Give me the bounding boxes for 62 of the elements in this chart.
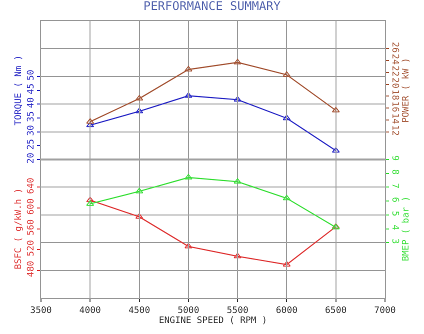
y2-tick-label: 22 <box>390 66 400 77</box>
point <box>135 108 144 114</box>
x-tick-label: 5500 <box>226 306 248 316</box>
x-tick-label: 4500 <box>128 306 150 316</box>
y-axis-title: TORQUE ( Nm ) <box>14 55 24 126</box>
y2-tick-label: 5 <box>390 210 400 216</box>
y2-tick-label: 16 <box>390 101 400 112</box>
y2-tick-label: 6 <box>390 196 400 202</box>
y2-tick-label: 26 <box>390 42 400 53</box>
y2-axis-title: POWER ( kW ) <box>401 58 412 123</box>
y-tick-label: 35 <box>26 111 36 122</box>
y2-tick-label: 20 <box>390 78 400 88</box>
x-tick-label: 7000 <box>374 306 396 316</box>
y2-tick-label: 7 <box>390 183 400 189</box>
point <box>282 71 291 77</box>
chart-title: PERFORMANCE SUMMARY <box>143 0 282 14</box>
y2-tick-label: 3 <box>390 238 400 244</box>
y-tick-label: 20 <box>26 152 36 164</box>
y-tick-label: 560 <box>26 219 36 236</box>
x-tick-label: 5000 <box>178 306 200 316</box>
y-tick-label: 40 <box>26 97 36 108</box>
point <box>234 252 242 258</box>
y2-tick-label: 4 <box>390 224 400 230</box>
y2-tick-label: 9 <box>390 155 400 161</box>
x-axis-title: ENGINE SPEED ( RPM ) <box>158 316 268 326</box>
point <box>234 96 242 102</box>
point <box>282 261 291 267</box>
y2-tick-label: 8 <box>390 169 400 175</box>
point <box>184 92 192 98</box>
point <box>135 213 144 219</box>
y-tick-label: 480 <box>26 260 36 278</box>
y-axis-title: BSFC ( g/kW.h ) <box>14 188 24 270</box>
point <box>282 194 291 200</box>
x-tick-label: 3500 <box>30 306 52 316</box>
point <box>184 242 192 248</box>
y-tick-label: 50 <box>26 70 36 80</box>
point <box>332 106 340 112</box>
y2-tick-label: 12 <box>390 125 400 136</box>
x-tick-label: 4000 <box>79 306 101 316</box>
point <box>86 122 94 128</box>
point <box>282 114 291 120</box>
y2-tick-label: 18 <box>390 89 400 100</box>
point <box>135 188 144 194</box>
y2-tick-label: 24 <box>390 54 400 65</box>
point <box>135 95 144 101</box>
y-tick-label: 25 <box>26 138 36 150</box>
point <box>86 196 94 202</box>
y-tick-label: 30 <box>26 125 36 136</box>
point <box>86 118 94 124</box>
point <box>332 147 340 153</box>
y-tick-label: 520 <box>26 240 36 256</box>
y2-tick-label: 14 <box>390 113 400 124</box>
x-tick-label: 6000 <box>276 306 298 316</box>
point <box>184 66 192 72</box>
point <box>234 178 242 184</box>
y-tick-label: 640 <box>26 178 36 194</box>
y-tick-label: 45 <box>26 83 36 94</box>
point <box>86 200 94 206</box>
point <box>234 58 242 64</box>
y2-axis-title: BMEP ( bar ) <box>401 196 412 262</box>
x-tick-label: 6500 <box>325 306 347 316</box>
y-tick-label: 600 <box>26 198 36 215</box>
